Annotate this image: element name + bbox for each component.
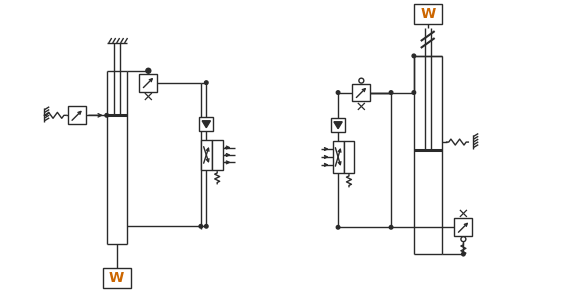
Circle shape	[359, 78, 364, 83]
Circle shape	[336, 226, 340, 229]
Circle shape	[146, 68, 151, 73]
Bar	[331, 118, 345, 132]
Bar	[103, 268, 131, 288]
Circle shape	[462, 252, 465, 256]
Circle shape	[389, 226, 393, 229]
Circle shape	[412, 91, 416, 94]
Bar	[199, 117, 213, 131]
Bar	[343, 141, 354, 173]
Circle shape	[105, 113, 108, 117]
Polygon shape	[334, 122, 342, 129]
Circle shape	[389, 91, 393, 94]
Circle shape	[205, 81, 208, 84]
Bar	[139, 74, 157, 92]
Bar	[212, 140, 223, 170]
Bar	[68, 106, 86, 124]
Circle shape	[461, 237, 466, 242]
Circle shape	[205, 224, 208, 228]
Circle shape	[412, 54, 416, 58]
Text: W: W	[109, 271, 124, 285]
Bar	[201, 140, 212, 170]
Bar	[414, 4, 441, 24]
Circle shape	[199, 224, 203, 228]
Bar	[353, 84, 370, 101]
Circle shape	[146, 69, 150, 73]
Bar	[333, 141, 343, 173]
Bar	[455, 218, 472, 236]
Circle shape	[336, 91, 340, 94]
Text: W: W	[420, 7, 436, 21]
Polygon shape	[202, 121, 210, 128]
